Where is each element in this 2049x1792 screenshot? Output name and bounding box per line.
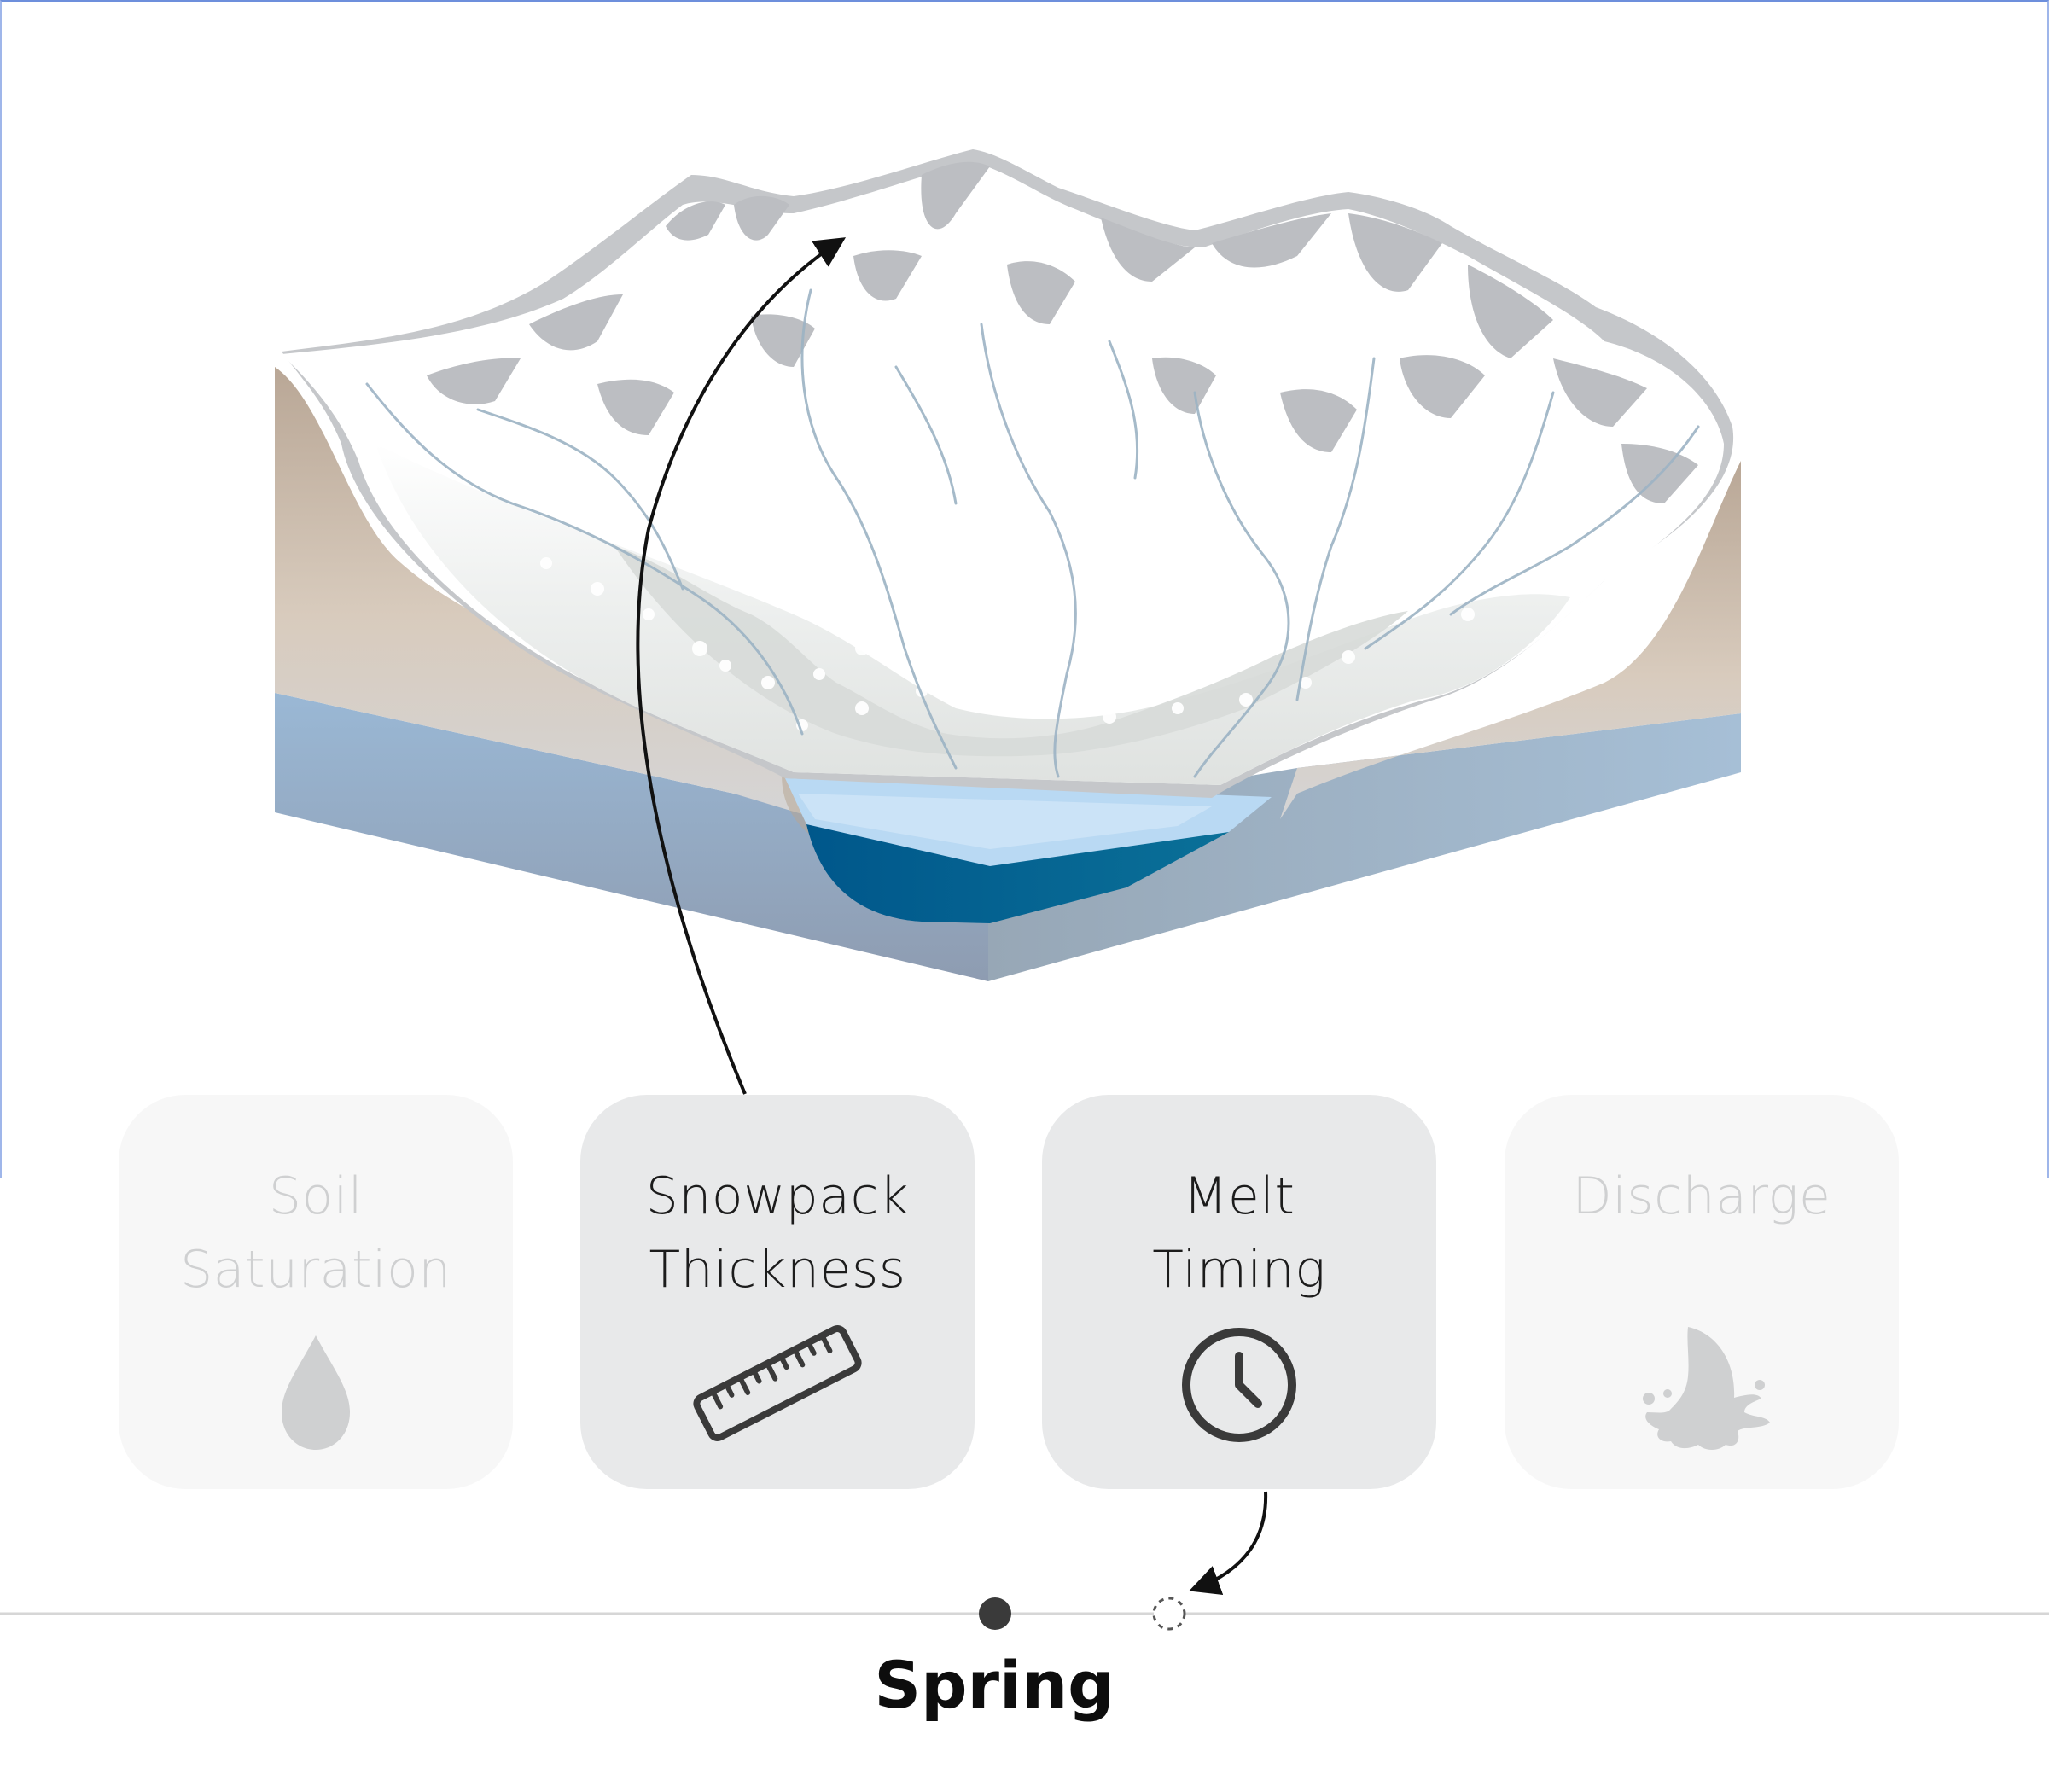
current-time-marker[interactable]: [979, 1597, 1011, 1630]
terrain-block: [275, 367, 1741, 981]
snow-patches: [540, 557, 1475, 731]
groundwater-layer-right: [988, 713, 1741, 981]
season-timeline: [0, 1597, 2049, 1631]
soil-layer-left: [275, 367, 819, 819]
card-snowpack-thickness[interactable]: Snowpack Thickness: [580, 1095, 975, 1489]
ruler-icon: [693, 1325, 862, 1441]
snowy-mountain: [282, 149, 1734, 798]
rock-outcrops: [427, 161, 1698, 503]
season-label: Spring: [874, 1647, 1115, 1723]
melt-timing-arrow: [1189, 1491, 1268, 1595]
annotation-arrows: [636, 237, 1268, 1595]
meltwater-streams: [365, 288, 1700, 778]
clock-icon: [1182, 1328, 1296, 1442]
water-splash-icon: [1643, 1327, 1770, 1450]
card-discharge[interactable]: Discharge: [1505, 1095, 1899, 1489]
card-melt-timing-label: Melt Timing: [1152, 1167, 1326, 1300]
card-snowpack-thickness-label: Snowpack Thickness: [645, 1167, 910, 1300]
snowpack-arrow: [636, 237, 847, 1095]
card-soil-saturation-label: Soil Saturation: [180, 1167, 451, 1300]
melt-timing-marker: [1152, 1597, 1186, 1631]
water-drop-icon: [282, 1335, 350, 1450]
card-melt-timing[interactable]: Melt Timing: [1042, 1095, 1436, 1489]
groundwater-layer-left: [275, 693, 988, 981]
card-soil-saturation[interactable]: Soil Saturation: [119, 1095, 513, 1489]
card-discharge-label: Discharge: [1572, 1167, 1831, 1226]
